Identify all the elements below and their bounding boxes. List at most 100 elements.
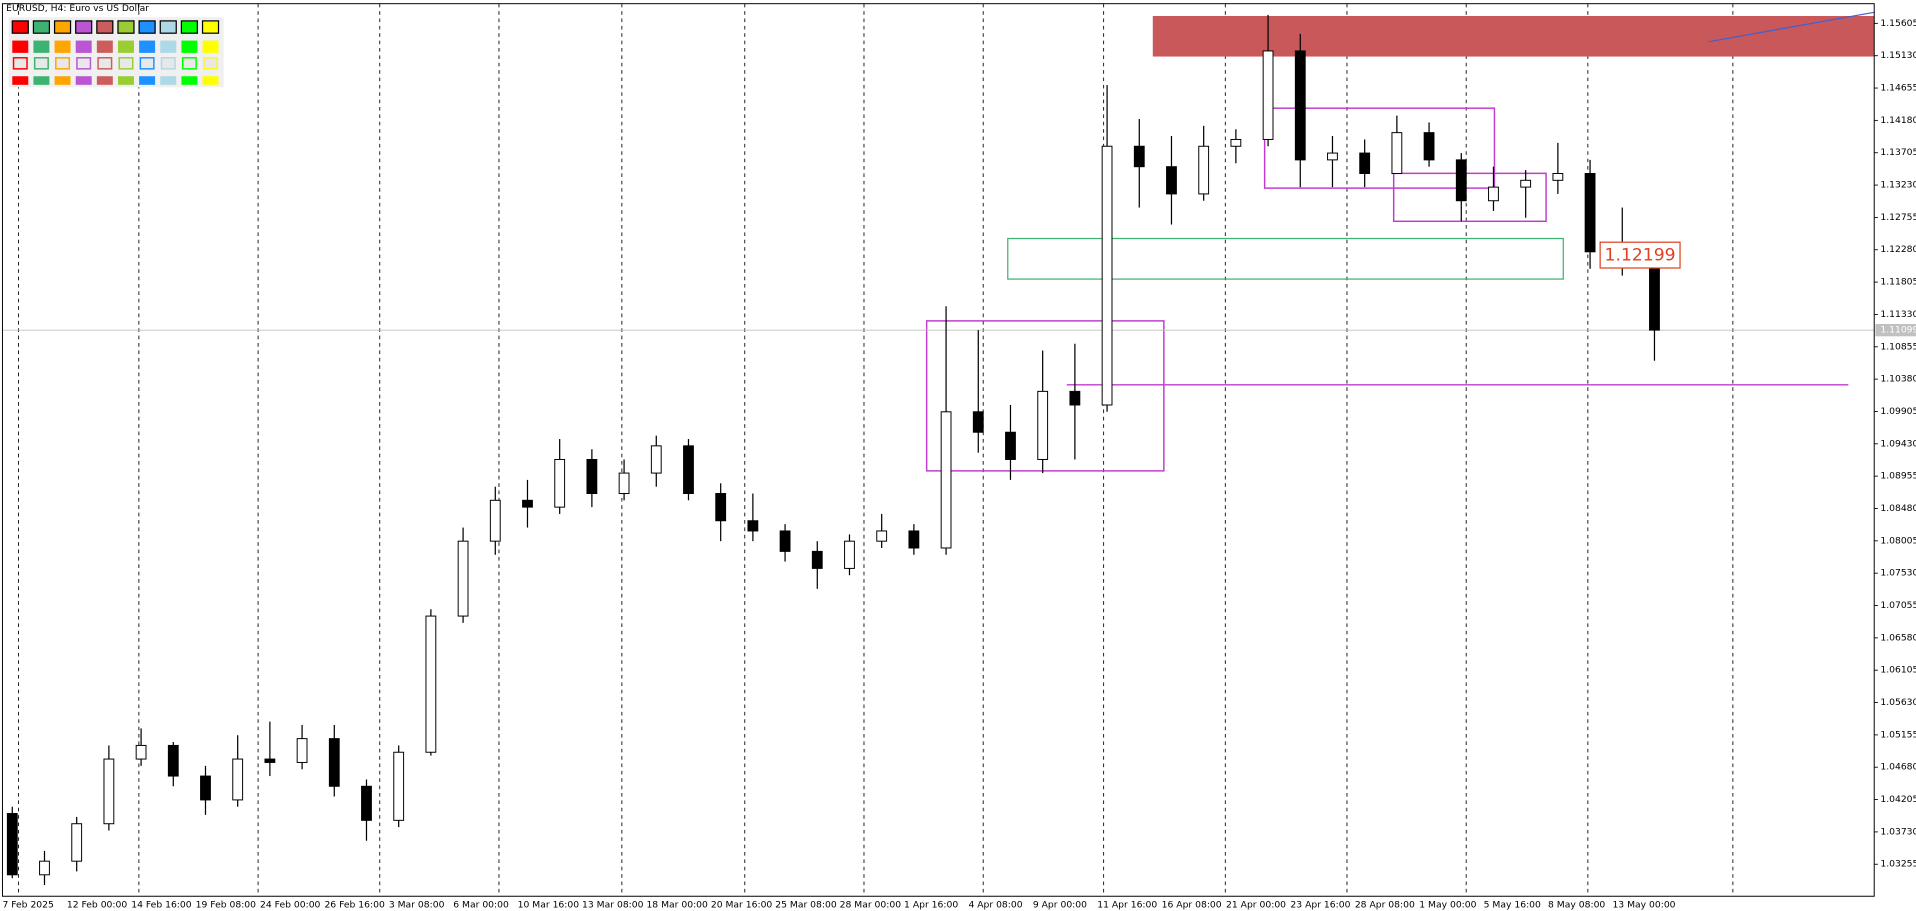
x-tick-label: 5 May 16:00 (1484, 899, 1541, 910)
candle-body (167, 744, 179, 777)
candle-body (1520, 179, 1532, 188)
annotation: 1.12199 (1605, 246, 1676, 266)
candle-body (586, 458, 598, 495)
candle-body (1488, 186, 1499, 202)
x-tick-label: 4 Apr 08:00 (968, 899, 1022, 910)
y-tick-label: 1.09430 (1880, 438, 1916, 449)
candle-body (972, 411, 984, 433)
swatch (181, 57, 197, 70)
color-palette (8, 17, 224, 88)
x-tick-label: 13 May 00:00 (1612, 899, 1675, 910)
y-tick-label: 1.03730 (1880, 826, 1916, 837)
candle-body (1649, 261, 1660, 331)
candle-body (715, 493, 727, 522)
x-tick-label: 26 Feb 16:00 (324, 899, 385, 910)
swatch (117, 40, 134, 53)
swatch (203, 57, 219, 70)
y-tick-label: 1.15605 (1880, 18, 1916, 29)
candle-body (6, 813, 18, 876)
candle-body (1005, 431, 1016, 460)
last-price-box (1875, 324, 1916, 337)
candle-body (844, 540, 855, 569)
swatch (12, 40, 29, 53)
y-tick-label: 1.04205 (1880, 794, 1916, 805)
x-tick-label: 20 Mar 16:00 (711, 899, 773, 910)
range-box (1263, 107, 1496, 189)
candle-body (1166, 166, 1177, 195)
swatch (33, 40, 50, 53)
candle-body (1069, 390, 1081, 406)
candle-body (1133, 145, 1145, 168)
candle-body (618, 472, 630, 495)
swatch (75, 20, 93, 34)
candle-body (1294, 50, 1306, 161)
candle-body (1584, 173, 1596, 253)
candle-body (393, 751, 405, 821)
y-tick-label: 1.07530 (1880, 568, 1916, 579)
swatch (159, 20, 177, 34)
y-tick-label: 1.13230 (1880, 180, 1916, 191)
x-tick-label: 25 Mar 08:00 (775, 899, 837, 910)
candle-body (103, 758, 115, 825)
y-tick-label: 1.10855 (1880, 341, 1916, 352)
swatch (33, 76, 50, 85)
y-tick-label: 1.05155 (1880, 729, 1916, 740)
y-tick-label: 1.08955 (1880, 471, 1916, 482)
x-tick-label: 3 Mar 08:00 (389, 899, 445, 910)
candle-body (135, 744, 147, 760)
x-tick-label: 13 Mar 08:00 (582, 899, 644, 910)
swatch (54, 76, 71, 85)
swatch (75, 76, 92, 85)
x-tick-label: 14 Feb 16:00 (131, 899, 192, 910)
y-tick-label: 1.08005 (1880, 535, 1916, 546)
candle-body (1037, 390, 1049, 460)
swatch (181, 40, 198, 53)
candle-body (296, 738, 308, 763)
candle-body (554, 458, 566, 508)
annotation-box (1599, 241, 1681, 269)
x-tick-label: 19 Feb 08:00 (196, 899, 257, 910)
y-tick-label: 1.11805 (1880, 277, 1916, 288)
swatch (160, 57, 176, 70)
swatch (54, 40, 71, 53)
swatch (160, 40, 177, 53)
swatch (138, 20, 156, 34)
y-tick-label: 1.06105 (1880, 665, 1916, 676)
swatch (180, 20, 198, 34)
candle-body (232, 758, 244, 801)
candle-body (1230, 138, 1242, 147)
swatch (201, 20, 220, 34)
y-tick-label: 1.12755 (1880, 212, 1916, 223)
candle-body (200, 775, 211, 801)
swatch (11, 20, 29, 34)
supply-zone (1152, 15, 1875, 57)
x-tick-label: 1 Apr 16:00 (904, 899, 958, 910)
x-tick-label: 8 May 08:00 (1548, 899, 1605, 910)
candle-body (71, 823, 83, 862)
swatch (55, 57, 71, 70)
swatch (117, 76, 134, 85)
swatch (118, 57, 134, 70)
swatch (139, 76, 156, 85)
candle-body (457, 540, 469, 617)
y-tick-label: 1.08480 (1880, 503, 1916, 514)
candle-body (650, 445, 662, 474)
y-tick-label: 1.06580 (1880, 632, 1916, 643)
swatch (117, 20, 135, 34)
plot-frame (1, 3, 1875, 897)
candle-body (489, 499, 501, 542)
candle-body (811, 550, 823, 569)
candle-body (683, 445, 694, 495)
y-tick-label: 1.10380 (1880, 374, 1916, 385)
candle-body (361, 785, 372, 821)
swatch (12, 76, 29, 85)
swatch (96, 20, 114, 34)
x-tick-label: 28 Apr 08:00 (1355, 899, 1415, 910)
candle-body (1359, 152, 1371, 174)
y-tick-label: 1.12280 (1880, 244, 1916, 255)
x-tick-label: 24 Feb 00:00 (260, 899, 321, 910)
y-tick-label: 1.07055 (1880, 600, 1916, 611)
y-tick-label: 1.05630 (1880, 697, 1916, 708)
